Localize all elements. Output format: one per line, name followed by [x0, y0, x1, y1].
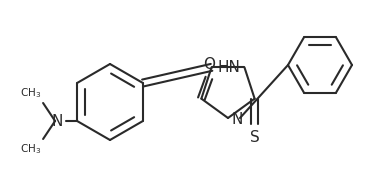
- Text: O: O: [203, 57, 215, 72]
- Text: HN: HN: [217, 60, 241, 75]
- Text: N: N: [52, 114, 63, 129]
- Text: N: N: [232, 112, 243, 127]
- Text: CH$_3$: CH$_3$: [20, 142, 41, 156]
- Text: CH$_3$: CH$_3$: [20, 86, 41, 100]
- Text: S: S: [250, 130, 260, 145]
